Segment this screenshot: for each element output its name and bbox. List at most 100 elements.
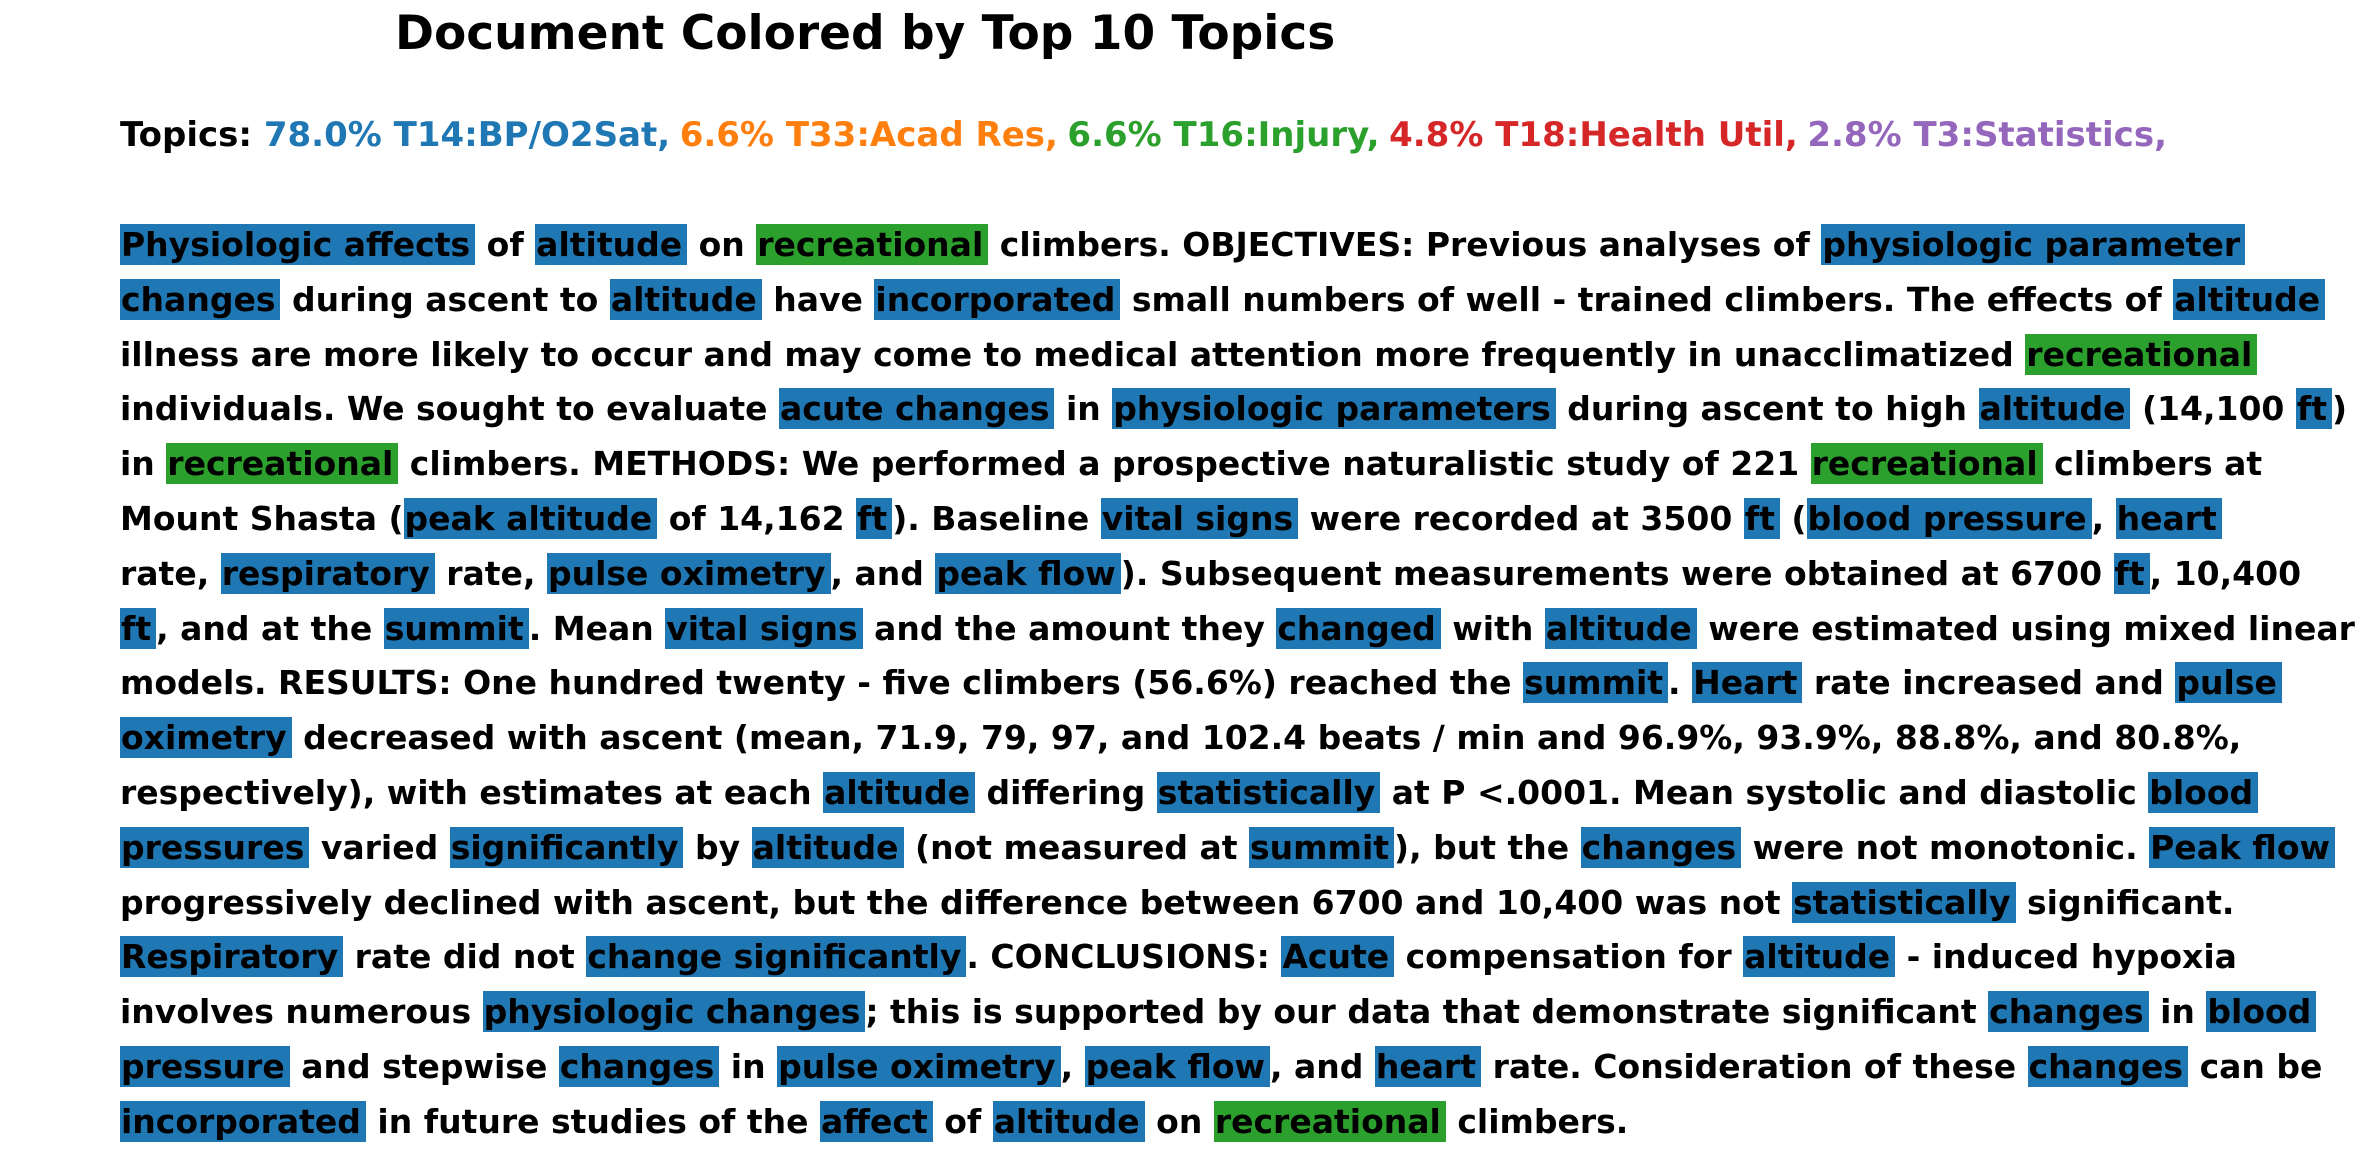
text-line: rate, respiratory rate, pulse oximetry, … [120,547,2370,602]
text-segment: models. RESULTS: One hundred twenty - fi… [120,663,1524,703]
text-line: incorporated in future studies of the af… [120,1095,2370,1150]
topic-highlight-t14: peak flow [1084,1045,1270,1087]
text-segment: individuals. We sought to evaluate [120,389,780,429]
topic-highlight-t14: Heart [1692,662,1803,704]
text-segment: varied [309,827,450,867]
text-segment: and stepwise [289,1046,559,1086]
text-line: progressively declined with ascent, but … [120,876,2370,931]
text-segment: (not measured at [903,827,1250,867]
topic-highlight-t14: altitude [1544,607,1697,649]
text-line: oximetry decreased with ascent (mean, 71… [120,711,2370,766]
text-segment: , and [1269,1046,1375,1086]
topic-highlight-t14: ft [856,497,893,539]
topic-highlight-t14: changes [1988,991,2149,1033]
text-segment: rate, [120,553,221,593]
text-line: pressures varied significantly by altitu… [120,821,2370,876]
text-segment: rate increased and [1802,663,2176,703]
text-segment: climbers. [1445,1101,1629,1141]
text-line: in recreational climbers. METHODS: We pe… [120,437,2370,492]
topic-highlight-t14: altitude [1743,936,1896,978]
topic-highlight-t14: ft [2295,388,2333,430]
text-segment: in [120,444,167,484]
text-segment: on [1144,1101,1214,1141]
text-segment: climbers at [2042,444,2263,484]
text-segment: small numbers of well - trained climbers… [1120,279,2174,319]
topic-highlight-t16: recreational [1213,1100,1446,1142]
text-segment: compensation for [1394,937,1744,977]
text-line: Respiratory rate did not change signific… [120,930,2370,985]
topic-entry: 78.0% T14:BP/O2Sat, [263,115,671,155]
text-segment: were estimated using mixed linear [1696,608,2355,648]
topic-highlight-t16: recreational [2025,333,2258,375]
topic-highlight-t14: heart [1374,1045,1482,1087]
topic-highlight-t14: summit [1523,662,1669,704]
topic-highlight-t14: summit [383,607,529,649]
text-line: ft, and at the summit. Mean vital signs … [120,602,2370,657]
topic-highlight-t14: changed [1276,607,1441,649]
topic-highlight-t14: oximetry [120,717,292,759]
text-line: illness are more likely to occur and may… [120,328,2370,383]
text-segment: . CONCLUSIONS: [966,937,1282,977]
text-segment: on [687,225,757,264]
text-line: Physiologic affects of altitude on recre… [120,218,2370,273]
document-body: Physiologic affects of altitude on recre… [120,218,2370,1150]
topic-highlight-t14: changes [120,278,281,320]
topic-highlight-t14: altitude [2173,278,2326,320]
topic-highlight-t14: physiologic changes [482,991,866,1033]
text-segment: in [2148,992,2207,1032]
topic-highlight-t14: Physiologic affects [120,224,476,265]
text-segment: in [1054,389,1113,429]
topic-highlight-t14: acute changes [779,388,1055,430]
topic-highlight-t14: pressure [120,1045,290,1087]
topic-highlight-t14: pressures [120,826,310,868]
topic-highlight-t14: incorporated [874,278,1121,320]
text-segment: Mount Shasta ( [120,498,404,538]
text-segment: can be [2188,1046,2323,1086]
text-segment: of 14,162 [657,498,857,538]
topics-label: Topics: [120,115,253,155]
text-segment: of [932,1101,993,1141]
text-line: changes during ascent to altitude have i… [120,273,2370,328]
text-segment: ). Subsequent measurements were obtained… [1120,553,2114,593]
document-title: Document Colored by Top 10 Topics [395,6,1336,61]
topic-highlight-t14: pulse [2175,662,2282,704]
text-line: involves numerous physiologic changes; t… [120,985,2370,1040]
topic-highlight-t14: statistically [1156,771,1381,813]
topic-highlight-t14: peak altitude [403,497,658,539]
topic-highlight-t14: ft [120,607,157,649]
topic-highlight-t14: altitude [751,826,904,868]
topic-highlight-t14: altitude [823,771,976,813]
topic-highlight-t14: ft [1743,497,1780,539]
topic-highlight-t14: vital signs [1100,497,1299,539]
text-segment: (14,100 [2130,389,2296,429]
text-line: respectively), with estimates at each al… [120,766,2370,821]
topic-highlight-t14: vital signs [665,607,863,649]
topic-highlight-t14: Respiratory [120,936,344,978]
text-segment: involves numerous [120,992,483,1032]
topic-highlight-t14: blood pressure [1806,497,2092,539]
topic-entry: 2.8% T3:Statistics, [1807,115,2167,155]
topic-highlight-t14: blood [2148,771,2259,813]
topic-highlight-t14: peak flow [935,552,1121,594]
text-segment: . Mean [528,608,666,648]
text-segment: - induced hypoxia [1895,937,2237,977]
topic-highlight-t14: affect [820,1100,933,1142]
topic-highlight-t14: heart [2115,497,2222,539]
topic-highlight-t14: changes [2027,1045,2189,1087]
text-segment: were not monotonic. [1741,827,2150,867]
topic-highlight-t14: ft [2113,552,2150,594]
topic-highlight-t14: respiratory [220,552,435,594]
text-line: Mount Shasta (peak altitude of 14,162 ft… [120,492,2370,547]
topic-highlight-t14: altitude [609,278,762,320]
text-segment: climbers. OBJECTIVES: Previous analyses … [988,225,1822,264]
text-segment: with [1440,608,1545,648]
topic-entry: 6.6% T33:Acad Res, [679,115,1058,155]
topic-highlight-t14: pulse oximetry [546,552,831,594]
text-segment: were recorded at 3500 [1298,498,1744,538]
text-segment: decreased with ascent (mean, 71.9, 79, 9… [291,718,2242,758]
topic-highlight-t16: recreational [1810,443,2043,485]
text-segment: in future studies of the [365,1101,820,1141]
topic-highlight-t14: change significantly [586,936,967,978]
topic-highlight-t14: altitude [535,224,688,265]
topics-list: 78.0% T14:BP/O2Sat, 6.6% T33:Acad Res, 6.6… [264,115,2177,155]
